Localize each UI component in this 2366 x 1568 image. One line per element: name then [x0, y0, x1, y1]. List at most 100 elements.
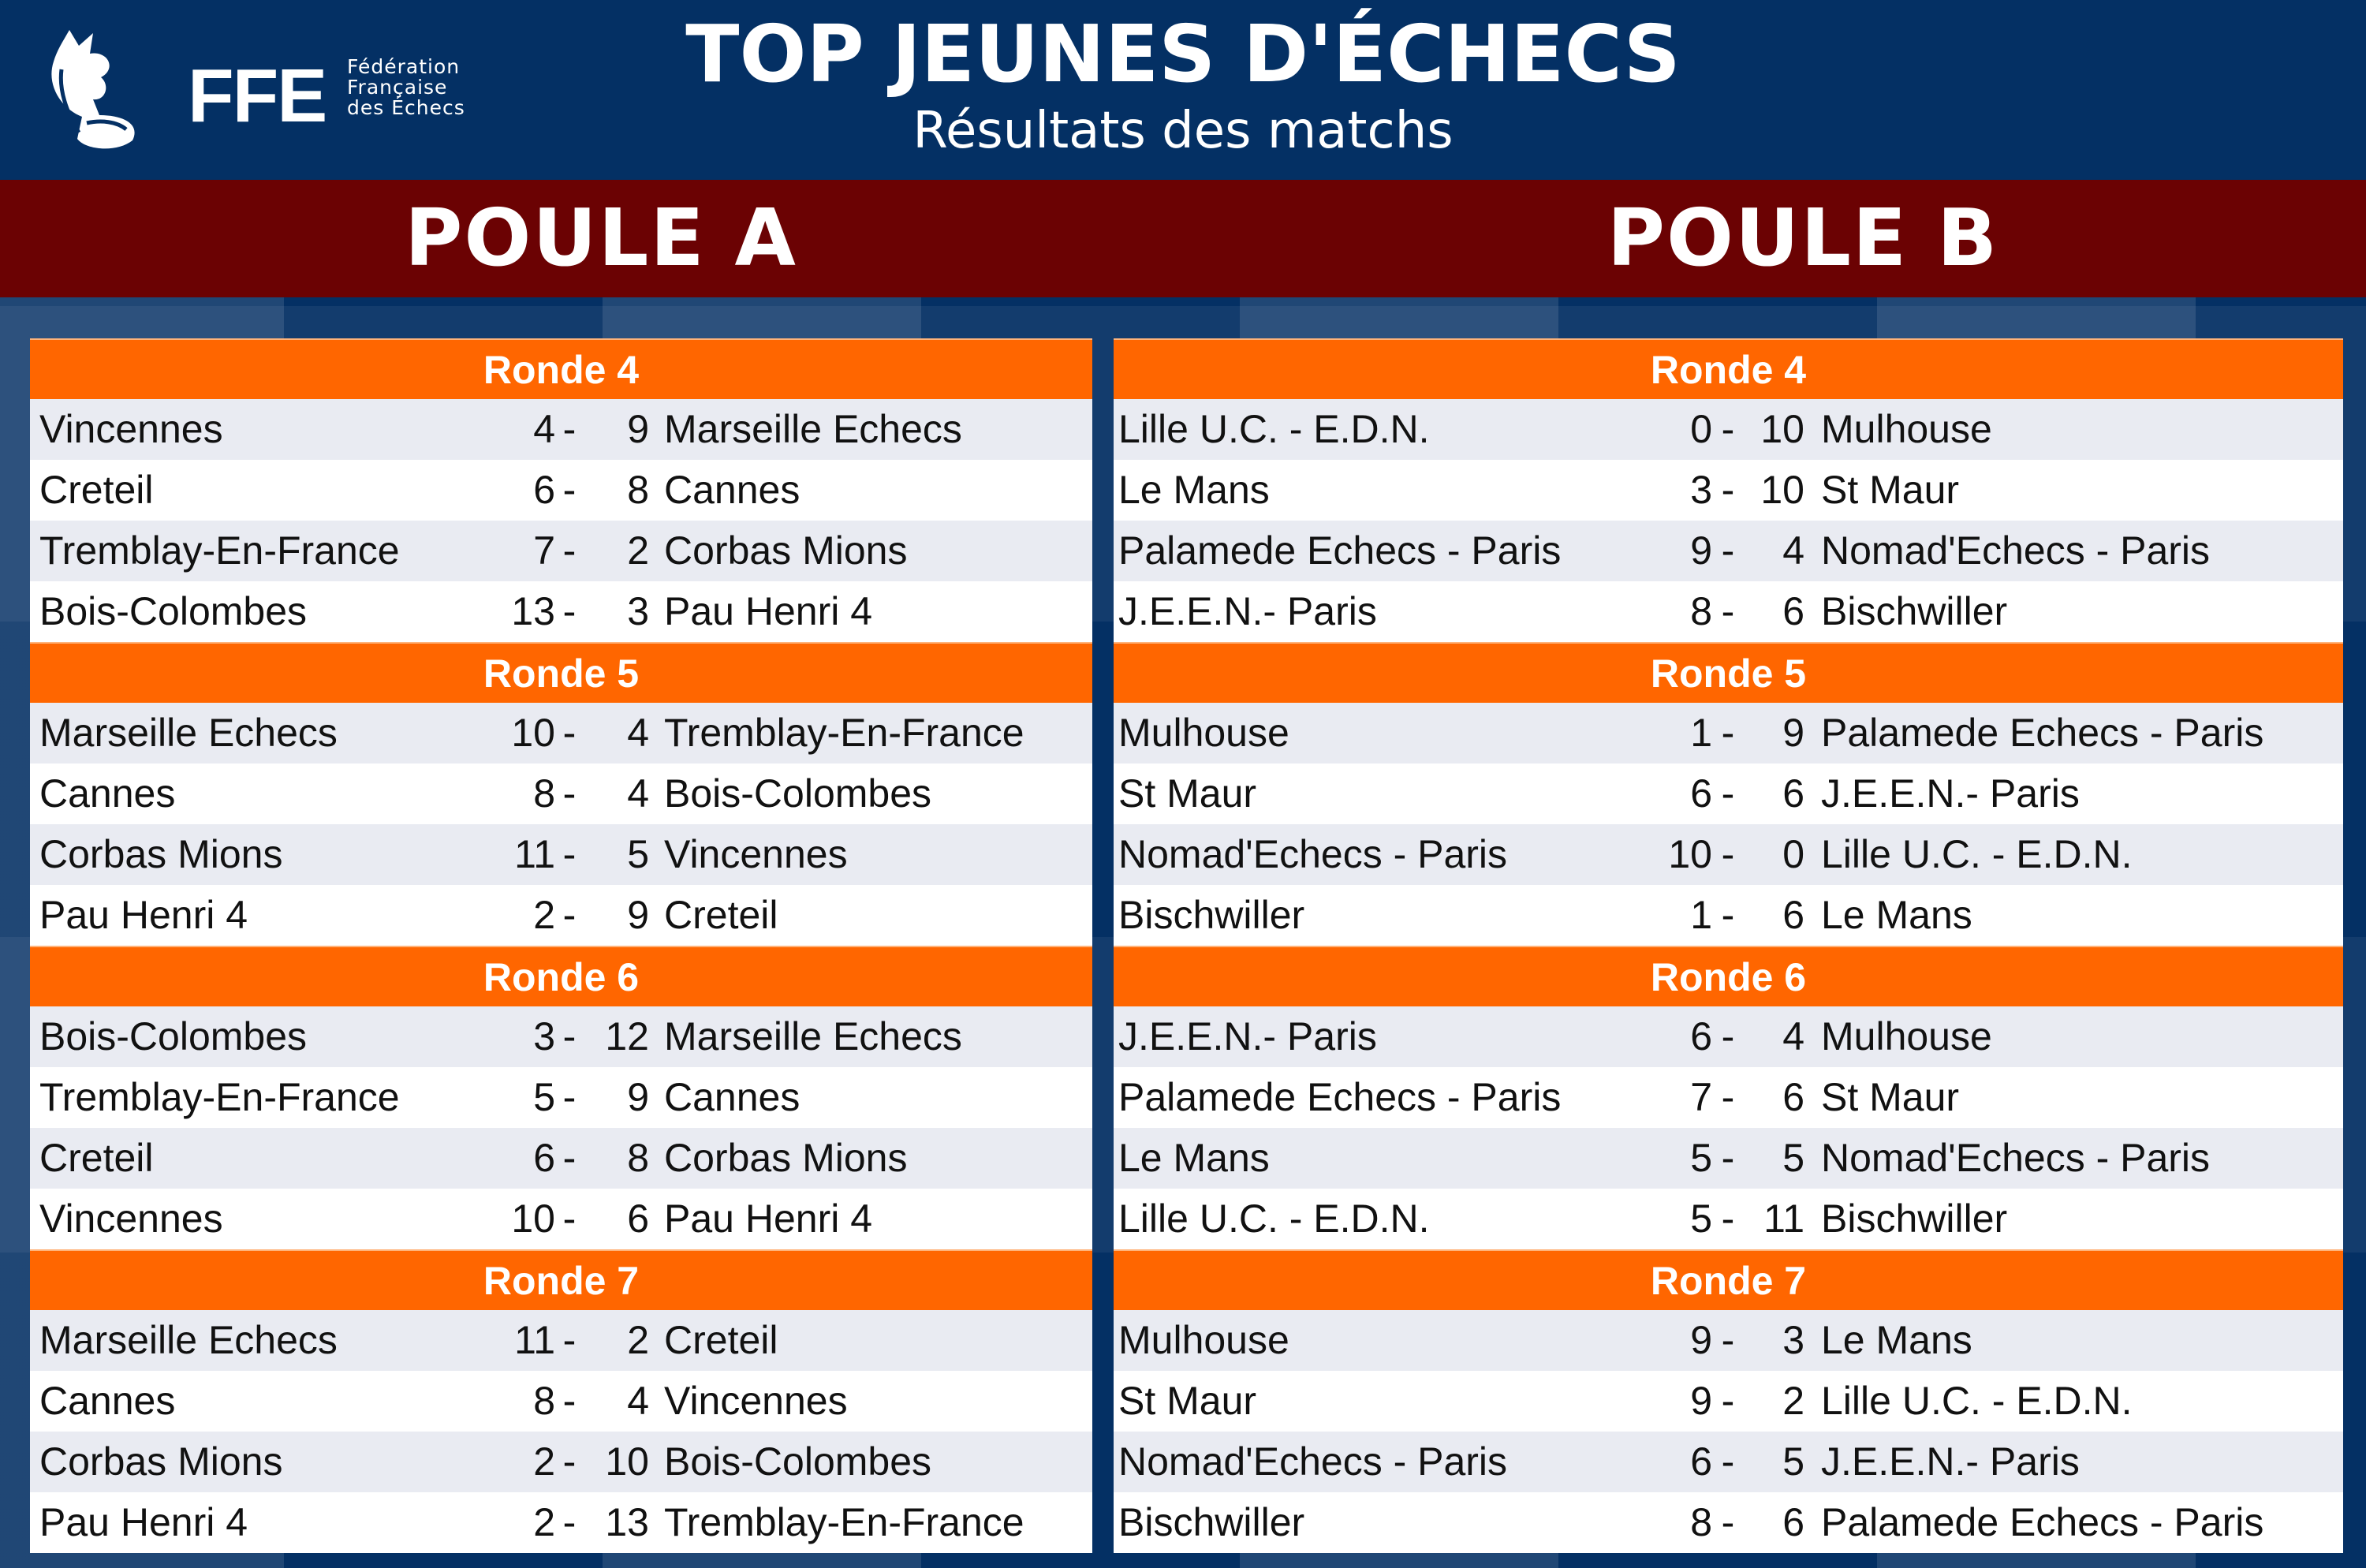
home-score: 5 [533, 1075, 555, 1119]
home-score: 2 [533, 1500, 555, 1544]
score-separator: - [1721, 1318, 1735, 1362]
away-score: 13 [605, 1500, 649, 1544]
match-row: Marseille Echecs 11 - 2 Creteil [30, 1310, 1092, 1371]
away-team: Vincennes [664, 1379, 848, 1423]
away-team: Palamede Echecs - Paris [1821, 1500, 2264, 1544]
home-team: Nomad'Echecs - Paris [1118, 832, 1508, 876]
away-team: J.E.E.N.- Paris [1821, 1439, 2080, 1484]
away-score: 0 [1782, 832, 1804, 876]
page-subtitle: Résultats des matchs [912, 102, 1454, 160]
home-score: 9 [1690, 1318, 1712, 1362]
logo-subtitle: Fédération Française des Échecs [347, 57, 465, 118]
match-row: Bischwiller 8 - 6 Palamede Echecs - Pari… [1114, 1492, 2343, 1553]
away-score: 2 [627, 528, 649, 573]
pool-a-results-table: Ronde 4 Vincennes 4 - 9 Marseille Echecs C… [30, 338, 1092, 1553]
match-row: Creteil 6 - 8 Cannes [30, 460, 1092, 521]
away-team: Lille U.C. - E.D.N. [1821, 832, 2133, 876]
away-team: Tremblay-En-France [664, 1500, 1024, 1544]
away-score: 10 [605, 1439, 649, 1484]
home-team: Marseille Echecs [39, 711, 338, 755]
score-separator: - [1721, 589, 1735, 633]
round-header: Ronde 6 [1114, 946, 2343, 1006]
home-team: Lille U.C. - E.D.N. [1118, 407, 1430, 451]
home-score: 4 [533, 407, 555, 451]
home-team: Mulhouse [1118, 711, 1289, 755]
away-score: 6 [1782, 1075, 1804, 1119]
away-team: Bois-Colombes [664, 771, 932, 816]
home-score: 8 [533, 1379, 555, 1423]
home-score: 2 [533, 893, 555, 937]
home-score: 3 [1690, 468, 1712, 512]
score-separator: - [1721, 468, 1735, 512]
page-title: TOP JEUNES D'ÉCHECS [685, 8, 1681, 100]
away-score: 10 [1760, 407, 1804, 451]
home-score: 3 [533, 1014, 555, 1058]
score-separator: - [1721, 1379, 1735, 1423]
home-team: Bois-Colombes [39, 589, 308, 633]
match-row: Cannes 8 - 4 Vincennes [30, 1371, 1092, 1432]
round-header: Ronde 4 [1114, 338, 2343, 399]
away-score: 4 [627, 1379, 649, 1423]
home-score: 13 [511, 589, 555, 633]
away-score: 4 [1782, 528, 1804, 573]
score-separator: - [1721, 771, 1735, 816]
score-separator: - [562, 1197, 577, 1241]
home-team: Vincennes [39, 407, 223, 451]
home-team: St Maur [1118, 771, 1257, 816]
match-row: Tremblay-En-France 5 - 9 Cannes [30, 1067, 1092, 1128]
match-row: Nomad'Echecs - Paris 6 - 5 J.E.E.N.- Par… [1114, 1432, 2343, 1492]
match-row: Lille U.C. - E.D.N. 5 - 11 Bischwiller [1114, 1189, 2343, 1249]
pool-b-results-table: Ronde 4 Lille U.C. - E.D.N. 0 - 10 Mulhou… [1114, 338, 2343, 1553]
round-header: Ronde 7 [30, 1249, 1092, 1310]
home-team: Mulhouse [1118, 1318, 1289, 1362]
home-score: 11 [514, 832, 555, 876]
match-row: Nomad'Echecs - Paris 10 - 0 Lille U.C. -… [1114, 824, 2343, 885]
away-team: Mulhouse [1821, 1014, 1992, 1058]
away-score: 6 [1782, 1500, 1804, 1544]
match-row: St Maur 9 - 2 Lille U.C. - E.D.N. [1114, 1371, 2343, 1432]
away-team: Mulhouse [1821, 407, 1992, 451]
home-score: 0 [1690, 407, 1712, 451]
home-score: 1 [1690, 711, 1712, 755]
match-row: Bischwiller 1 - 6 Le Mans [1114, 885, 2343, 946]
away-team: Vincennes [664, 832, 848, 876]
match-row: St Maur 6 - 6 J.E.E.N.- Paris [1114, 763, 2343, 824]
away-team: Cannes [664, 1075, 800, 1119]
logo-sub-line: des Échecs [347, 96, 465, 119]
away-score: 8 [627, 468, 649, 512]
home-team: Creteil [39, 468, 154, 512]
home-score: 9 [1690, 528, 1712, 573]
home-score: 11 [514, 1318, 555, 1362]
away-score: 6 [1782, 589, 1804, 633]
score-separator: - [1721, 711, 1735, 755]
away-score: 9 [627, 1075, 649, 1119]
home-score: 10 [511, 711, 555, 755]
match-row: Bois-Colombes 13 - 3 Pau Henri 4 [30, 581, 1092, 642]
score-separator: - [562, 1379, 577, 1423]
away-team: Cannes [664, 468, 800, 512]
away-score: 3 [627, 589, 649, 633]
away-team: Le Mans [1821, 893, 1972, 937]
home-score: 2 [533, 1439, 555, 1484]
away-score: 2 [1782, 1379, 1804, 1423]
match-row: Tremblay-En-France 7 - 2 Corbas Mions [30, 521, 1092, 581]
home-team: Lille U.C. - E.D.N. [1118, 1197, 1430, 1241]
score-separator: - [562, 1136, 577, 1180]
away-score: 6 [1782, 893, 1804, 937]
away-team: Tremblay-En-France [664, 711, 1024, 755]
away-score: 6 [627, 1197, 649, 1241]
home-score: 6 [1690, 1439, 1712, 1484]
match-row: Palamede Echecs - Paris 9 - 4 Nomad'Eche… [1114, 521, 2343, 581]
away-score: 4 [627, 771, 649, 816]
away-team: Creteil [664, 1318, 778, 1362]
away-score: 12 [605, 1014, 649, 1058]
ffe-logo: FFE Fédération Française des Échecs [38, 22, 480, 152]
home-team: St Maur [1118, 1379, 1257, 1423]
round-header: Ronde 7 [1114, 1249, 2343, 1310]
match-row: Mulhouse 9 - 3 Le Mans [1114, 1310, 2343, 1371]
match-row: Corbas Mions 2 - 10 Bois-Colombes [30, 1432, 1092, 1492]
match-row: Palamede Echecs - Paris 7 - 6 St Maur [1114, 1067, 2343, 1128]
away-team: Palamede Echecs - Paris [1821, 711, 2264, 755]
home-team: Corbas Mions [39, 1439, 283, 1484]
home-team: Le Mans [1118, 1136, 1270, 1180]
